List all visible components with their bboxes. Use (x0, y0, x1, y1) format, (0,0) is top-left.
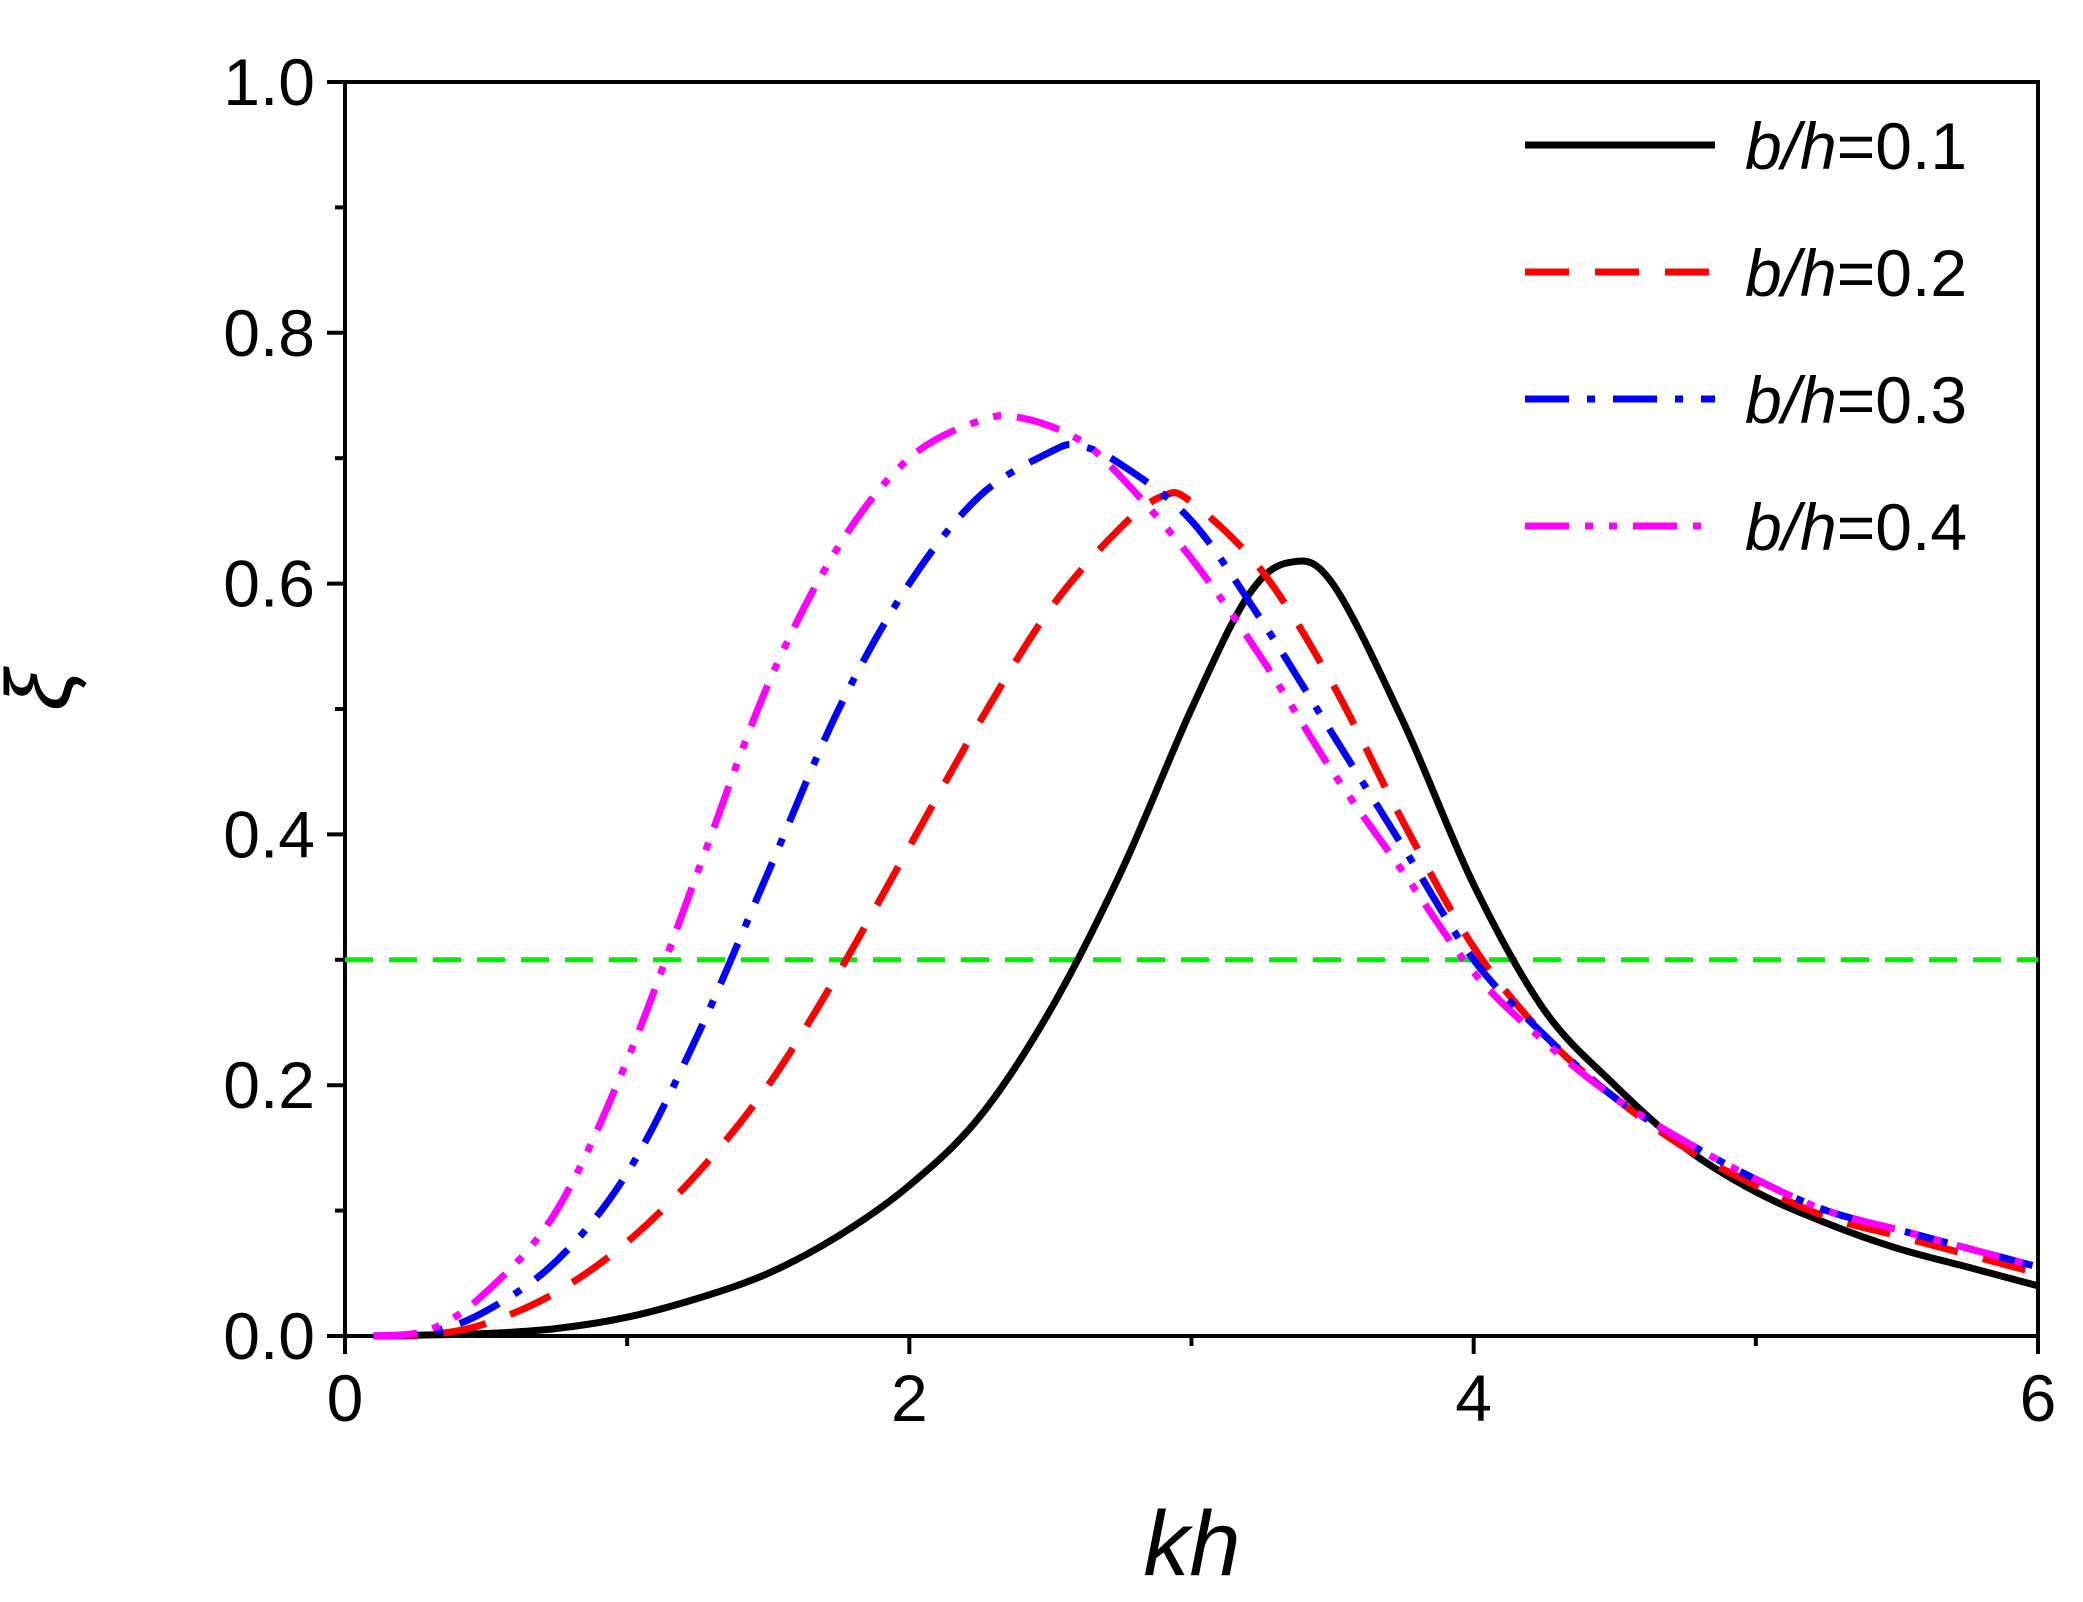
legend-label-value: =0.2 (1837, 236, 1967, 310)
y-tick-label: 0.0 (223, 1299, 315, 1373)
series-line-3 (372, 441, 2039, 1340)
y-tick-label: 0.2 (223, 1048, 315, 1122)
x-tick-label: 0 (327, 1361, 364, 1435)
y-tick-label: 1.0 (223, 45, 315, 119)
legend-label-value: =0.1 (1837, 109, 1967, 183)
legend-label-4: b/h=0.4 (1745, 490, 1967, 564)
legend-label-prefix: b/h (1745, 363, 1837, 437)
y-tick-label: 0.8 (223, 296, 315, 370)
series-line-2 (373, 489, 2039, 1340)
y-tick-label: 0.4 (223, 797, 315, 871)
y-axis-title: ξ (0, 666, 90, 711)
x-tick-label: 4 (1455, 1361, 1492, 1435)
x-tick-label: 2 (891, 1361, 928, 1435)
legend-label-value: =0.3 (1837, 363, 1967, 437)
legend: b/h=0.1b/h=0.2b/h=0.3b/h=0.4 (1525, 109, 1967, 564)
legend-label-prefix: b/h (1745, 236, 1837, 310)
legend-label-3: b/h=0.3 (1745, 363, 1967, 437)
series-line-4 (372, 412, 2039, 1340)
legend-label-1: b/h=0.1 (1745, 109, 1967, 183)
legend-label-prefix: b/h (1745, 490, 1837, 564)
legend-label-prefix: b/h (1745, 109, 1837, 183)
legend-label-2: b/h=0.2 (1745, 236, 1967, 310)
series-line-1 (373, 557, 2039, 1340)
y-tick-label: 0.6 (223, 547, 315, 621)
x-axis-title: kh (1143, 1493, 1240, 1595)
x-tick-label: 6 (2020, 1361, 2057, 1435)
legend-label-value: =0.4 (1837, 490, 1967, 564)
